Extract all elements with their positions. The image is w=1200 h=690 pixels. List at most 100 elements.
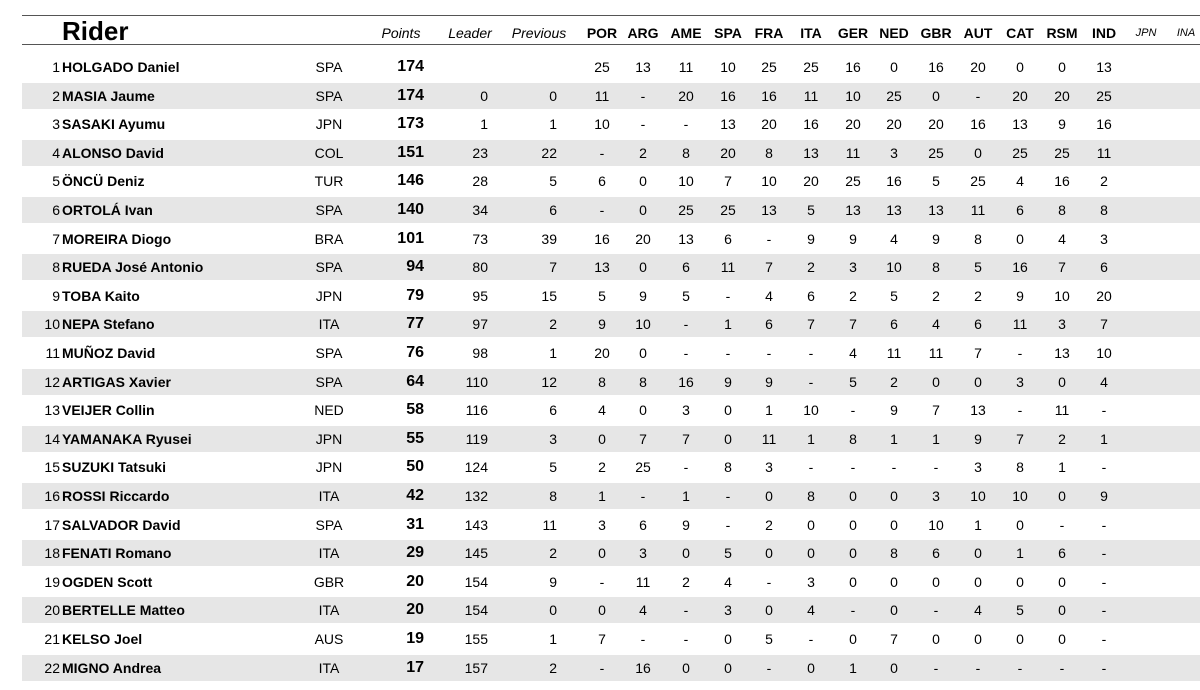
race-points-cell: 8 <box>639 373 647 390</box>
race-points-cell: - <box>683 316 689 333</box>
race-points-cell: 25 <box>886 87 902 104</box>
race-points-cell: 13 <box>761 202 777 218</box>
race-points-cell: 7 <box>639 430 647 447</box>
table-row: 15 SUZUKI Tatsuki JPN 50 124 5 2 25 - 8 3 - - - - 3 8 1 - <box>22 454 1200 480</box>
race-header: RSM <box>1046 25 1078 41</box>
race-points-cell: 0 <box>598 430 606 447</box>
race-points-cell: 0 <box>765 602 773 619</box>
rider-name-cell: BERTELLE Matteo <box>62 602 185 619</box>
race-points-cell: 11 <box>970 202 986 218</box>
race-points-cell: 11 <box>761 430 777 447</box>
rider-column-header: Rider <box>62 16 129 46</box>
race-points-cell: 13 <box>928 202 944 218</box>
race-points-cell: 13 <box>1012 116 1028 133</box>
position-cell: 22 <box>44 659 60 676</box>
race-points-cell: 10 <box>1096 345 1112 361</box>
table-row: 4 ALONSO David COL 151 23 22 - 2 8 20 8 13 11 3 25 0 25 2… <box>22 139 1200 166</box>
race-points-cell: 7 <box>1016 430 1024 447</box>
race-points-cell: 9 <box>765 373 773 390</box>
race-points-cell: 10 <box>1012 488 1028 504</box>
race-points-cell: - <box>725 516 731 533</box>
leader-gap-cell: 132 <box>464 488 488 504</box>
race-points-cell: 0 <box>974 573 982 590</box>
race-points-cell: - <box>766 345 772 361</box>
race-points-cell: 0 <box>849 573 857 590</box>
previous-gap-cell: 39 <box>541 230 557 247</box>
race-points-cell: 0 <box>807 659 815 676</box>
race-points-cell: 11 <box>720 259 736 276</box>
race-points-cell: 0 <box>598 545 606 562</box>
race-points-cell: 3 <box>807 573 815 590</box>
race-points-cell: - <box>933 459 939 476</box>
race-points-cell: 1 <box>807 430 815 447</box>
race-points-cell: 8 <box>598 373 606 390</box>
race-points-cell: - <box>808 631 814 647</box>
race-points-cell: - <box>599 573 605 590</box>
race-points-cell: - <box>933 602 939 619</box>
leader-gap-cell: 119 <box>465 430 488 447</box>
race-header: FRA <box>754 25 784 41</box>
race-points-cell: 0 <box>1058 602 1066 619</box>
race-points-cell: 6 <box>1100 259 1108 276</box>
leader-gap-cell <box>452 54 488 80</box>
race-points-cell: 5 <box>598 287 606 304</box>
race-points-cell: 11 <box>928 345 944 361</box>
leader-gap-cell: 155 <box>464 631 488 647</box>
race-header: IND <box>1091 25 1117 41</box>
race-points-cell: 3 <box>765 459 773 476</box>
nation-cell: NED <box>314 402 344 419</box>
rider-name-cell: MASIA Jaume <box>62 87 155 104</box>
race-points-cell: 20 <box>1012 87 1028 104</box>
leader-gap-cell: 143 <box>464 516 488 533</box>
race-points-cell: - <box>850 459 856 476</box>
table-row: 13 VEIJER Collin NED 58 116 6 4 0 3 0 1 10-9 7 13-11- <box>22 397 1200 423</box>
position-cell: 2 <box>52 87 60 104</box>
race-points-cell: 2 <box>639 144 647 161</box>
table-row: 5 ÖNCÜ Deniz TUR 146 28 5 6 0 10 7 10 20 25 16 5 25 4 16 2 <box>22 168 1200 194</box>
race-points-cell: 11 <box>1054 402 1070 419</box>
race-points-cell: 6 <box>890 316 898 333</box>
rider-name-cell: OGDEN Scott <box>62 573 153 590</box>
race-header: NED <box>879 25 909 41</box>
table-row: 2 MASIA Jaume SPA 174 0 0 11 - 20 16 16 11 10 25 0 - 20 2… <box>22 82 1200 109</box>
nation-cell: COL <box>314 144 344 161</box>
race-points-cell: 6 <box>682 259 690 276</box>
race-points-cell: 11 <box>803 87 819 104</box>
race-points-cell: 16 <box>803 116 819 133</box>
previous-gap-cell <box>521 54 557 80</box>
race-points-cell: - <box>1059 659 1065 676</box>
race-points-cell: - <box>1101 631 1107 647</box>
position-cell: 16 <box>44 488 60 504</box>
race-points-cell: 16 <box>720 87 736 104</box>
race-points-cell: 13 <box>594 259 610 276</box>
race-points-cell: - <box>1101 602 1107 619</box>
leader-gap-cell: 34 <box>472 202 488 218</box>
race-points-cell: 25 <box>1054 144 1070 161</box>
race-points-cell: 2 <box>974 287 982 304</box>
previous-gap-cell: 6 <box>549 402 557 419</box>
points-cell: 19 <box>406 630 424 647</box>
race-points-cell: - <box>599 144 605 161</box>
race-points-cell: 0 <box>682 545 690 562</box>
race-points-cell: 16 <box>1012 259 1028 276</box>
position-cell: 5 <box>52 173 60 190</box>
race-points-cell: 4 <box>807 602 815 619</box>
points-cell: 151 <box>397 143 424 161</box>
race-points-cell: 25 <box>845 173 861 190</box>
position-cell: 12 <box>44 373 60 390</box>
position-cell: 11 <box>45 345 60 361</box>
previous-gap-cell: 15 <box>541 287 557 304</box>
previous-gap-cell: 11 <box>542 516 557 533</box>
race-points-cell: 9 <box>849 230 857 247</box>
race-points-cell: 25 <box>635 459 651 476</box>
previous-gap-cell: 0 <box>549 87 557 104</box>
table-row: 11 MUÑOZ David SPA 76 98 1 20 0- - - -4 11 11 7-13 10 <box>22 340 1200 366</box>
race-points-cell: 0 <box>724 402 732 419</box>
race-points-cell: 3 <box>890 144 898 161</box>
points-cell: 140 <box>397 201 424 218</box>
race-points-cell: - <box>725 345 731 361</box>
race-points-cell: - <box>683 116 689 133</box>
race-points-cell: - <box>1017 402 1023 419</box>
points-cell: 64 <box>406 372 424 390</box>
leader-gap-cell: 116 <box>465 402 488 419</box>
